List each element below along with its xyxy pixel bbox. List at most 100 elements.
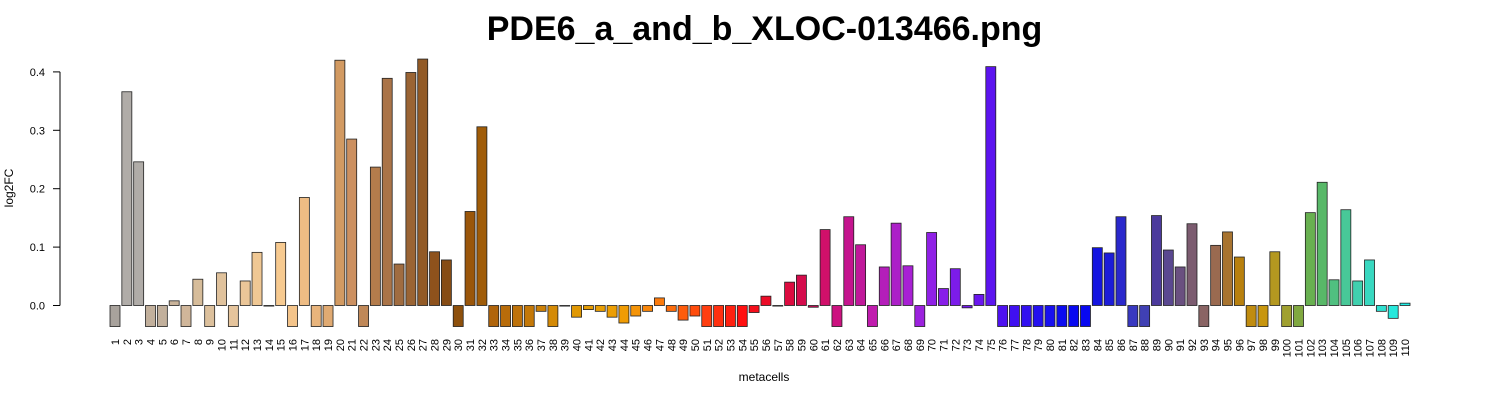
- x-tick-label-71: 71: [938, 339, 950, 351]
- bar-64: [855, 244, 867, 306]
- bar-95: [1222, 231, 1233, 306]
- x-tick-label-3: 3: [134, 339, 146, 345]
- bar-93: [1198, 305, 1210, 327]
- x-tick-label-17: 17: [299, 339, 311, 351]
- bar-49: [677, 305, 689, 321]
- y-axis-label: log2FC: [2, 168, 16, 207]
- x-tick-label-64: 64: [856, 339, 868, 351]
- bar-35: [511, 305, 523, 327]
- x-tick-label-29: 29: [441, 339, 453, 351]
- x-tick-label-2: 2: [122, 339, 134, 345]
- x-tick-label-59: 59: [796, 339, 808, 351]
- bar-11: [227, 305, 239, 327]
- bar-3: [133, 161, 145, 306]
- bar-12: [239, 280, 251, 306]
- x-tick-label-92: 92: [1187, 339, 1199, 351]
- x-tick-label-85: 85: [1104, 339, 1116, 351]
- x-tick-label-33: 33: [489, 339, 501, 351]
- x-tick-label-8: 8: [193, 339, 205, 345]
- bar-42: [594, 305, 606, 312]
- x-tick-label-52: 52: [714, 339, 726, 351]
- x-tick-label-75: 75: [986, 339, 998, 351]
- x-tick-label-93: 93: [1199, 339, 1211, 351]
- y-tick-label: 0.1: [30, 242, 45, 254]
- x-tick-label-67: 67: [891, 339, 903, 351]
- bar-10: [216, 272, 227, 306]
- bar-21: [346, 138, 358, 306]
- bars: [109, 58, 1411, 327]
- x-tick-label-22: 22: [359, 339, 371, 351]
- x-tick-label-4: 4: [146, 339, 158, 345]
- x-tick-label-62: 62: [832, 339, 844, 351]
- bar-62: [831, 305, 843, 327]
- bar-52: [713, 305, 724, 327]
- bar-46: [642, 305, 653, 312]
- bar-107: [1364, 259, 1375, 306]
- bar-44: [618, 305, 630, 324]
- x-tick-label-91: 91: [1175, 339, 1187, 351]
- bar-99: [1269, 251, 1281, 306]
- bar-14: [263, 305, 275, 307]
- bar-106: [1352, 280, 1364, 306]
- bar-6: [168, 300, 180, 306]
- bar-27: [417, 58, 429, 306]
- bar-9: [204, 305, 216, 327]
- x-tick-label-63: 63: [844, 339, 856, 351]
- x-tick-label-70: 70: [927, 339, 939, 351]
- x-tick-label-101: 101: [1294, 339, 1306, 357]
- bar-98: [1257, 305, 1269, 327]
- x-tick-label-37: 37: [536, 339, 548, 351]
- x-tick-label-21: 21: [347, 339, 359, 351]
- x-tick-label-109: 109: [1388, 339, 1400, 357]
- x-tick-label-51: 51: [702, 339, 714, 351]
- x-tick-label-7: 7: [181, 339, 193, 345]
- x-tick-label-5: 5: [157, 339, 169, 345]
- bar-92: [1186, 223, 1198, 306]
- bar-96: [1233, 256, 1245, 306]
- x-tick-label-31: 31: [465, 339, 477, 351]
- bar-34: [500, 305, 511, 327]
- bar-16: [287, 305, 298, 327]
- bar-20: [334, 59, 346, 306]
- bar-85: [1103, 252, 1115, 306]
- y-tick-label: 0.4: [30, 67, 45, 79]
- bar-68: [902, 265, 914, 306]
- x-tick-label-32: 32: [477, 339, 489, 351]
- x-tick-label-1: 1: [110, 339, 122, 345]
- x-tick-label-27: 27: [418, 339, 430, 351]
- y-tick-label: 0.0: [30, 301, 45, 313]
- y-tick-label: 0.3: [30, 125, 45, 137]
- x-tick-label-86: 86: [1116, 339, 1128, 351]
- bar-40: [571, 305, 582, 318]
- bar-88: [1139, 305, 1151, 327]
- x-tick-label-90: 90: [1163, 339, 1175, 351]
- x-tick-label-104: 104: [1329, 339, 1341, 357]
- x-tick-label-45: 45: [631, 339, 643, 351]
- x-tick-label-54: 54: [737, 339, 749, 351]
- x-tick-label-38: 38: [548, 339, 560, 351]
- x-tick-label-24: 24: [382, 339, 394, 351]
- x-tick-label-19: 19: [323, 339, 335, 351]
- bar-66: [878, 266, 890, 306]
- x-tick-label-60: 60: [808, 339, 820, 351]
- bar-63: [843, 216, 855, 306]
- x-tick-label-9: 9: [205, 339, 217, 345]
- bar-73: [961, 305, 973, 309]
- x-tick-label-57: 57: [773, 339, 785, 351]
- x-tick-label-53: 53: [725, 339, 737, 351]
- x-tick-label-12: 12: [240, 339, 252, 351]
- x-tick-label-107: 107: [1365, 339, 1377, 357]
- x-tick-label-46: 46: [643, 339, 655, 351]
- bar-102: [1304, 212, 1316, 306]
- bar-100: [1281, 305, 1293, 327]
- x-tick-label-26: 26: [406, 339, 418, 351]
- x-tick-label-30: 30: [453, 339, 465, 351]
- bar-18: [310, 305, 322, 327]
- x-tick-label-87: 87: [1128, 339, 1140, 351]
- bar-89: [1151, 215, 1162, 306]
- bar-110: [1399, 302, 1411, 306]
- x-tick-label-50: 50: [690, 339, 702, 351]
- bar-37: [535, 305, 547, 312]
- x-tick-label-15: 15: [276, 339, 288, 351]
- x-tick-label-16: 16: [288, 339, 300, 351]
